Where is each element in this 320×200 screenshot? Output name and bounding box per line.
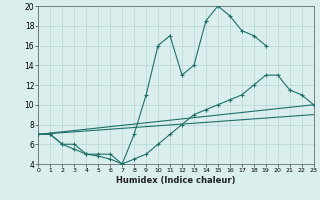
X-axis label: Humidex (Indice chaleur): Humidex (Indice chaleur) bbox=[116, 176, 236, 185]
